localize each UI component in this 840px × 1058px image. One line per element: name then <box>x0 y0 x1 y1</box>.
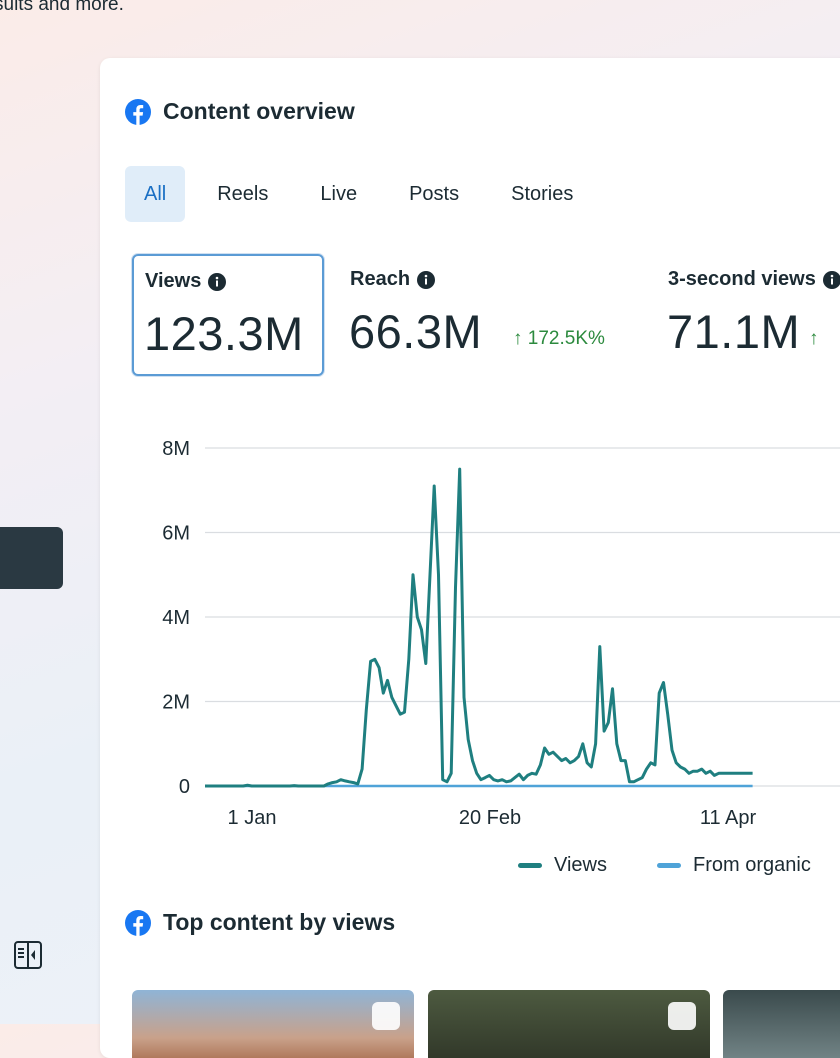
metric-label: Reach <box>350 268 411 290</box>
metric-label: 3-second views <box>668 268 816 290</box>
legend-swatch <box>518 863 542 868</box>
metric-3-second-views[interactable]: 3-second views 71.1M ↑ <box>654 254 840 372</box>
legend-item-views[interactable]: Views <box>518 854 607 877</box>
x-tick-label: 1 Jan <box>228 807 277 829</box>
metric-reach[interactable]: Reach 66.3M ↑ 172.5K% <box>336 254 646 372</box>
top-content-thumbnail[interactable] <box>428 990 710 1058</box>
metric-value: 123.3M <box>144 307 304 360</box>
series-line-views[interactable] <box>205 467 753 788</box>
metric-value: 66.3M <box>349 305 483 358</box>
facebook-icon <box>125 98 151 125</box>
reel-icon <box>372 1002 400 1030</box>
legend-label: Views <box>554 854 607 876</box>
metric-label: Views <box>145 270 202 292</box>
x-tick-label: 20 Feb <box>459 807 521 829</box>
y-tick-label: 0 <box>179 776 190 798</box>
top-content-title: Top content by views <box>163 909 396 935</box>
y-tick-label: 6M <box>162 523 190 545</box>
tab-posts[interactable]: Posts <box>409 182 460 205</box>
top-content-thumbnail[interactable] <box>723 990 840 1058</box>
chart-legend: Views From organic <box>518 854 811 877</box>
tab-reels[interactable]: Reels <box>217 182 269 205</box>
content-overview-header: Content overview <box>125 98 355 125</box>
metric-change: ↑ <box>809 328 819 349</box>
info-icon[interactable] <box>416 270 436 290</box>
y-tick-label: 4M <box>162 607 190 629</box>
legend-swatch <box>657 863 681 868</box>
tab-stories[interactable]: Stories <box>511 182 574 205</box>
content-overview-title: Content overview <box>163 98 355 124</box>
x-tick-label: 11 Apr <box>700 807 757 829</box>
content-type-tabs: All Reels Live Posts Stories <box>125 166 605 222</box>
facebook-icon <box>125 909 151 936</box>
content-overview-card: Content overview All Reels Live Posts St… <box>100 58 840 1058</box>
legend-label: From organic <box>693 854 811 876</box>
views-line-chart: 8M 6M 4M 2M 0 1 Jan 20 Feb 11 Apr <box>162 438 840 829</box>
top-content-thumbnail[interactable] <box>132 990 414 1058</box>
reel-icon <box>668 1002 696 1030</box>
info-icon[interactable] <box>822 270 840 290</box>
metric-views[interactable]: Views 123.3M <box>132 254 324 376</box>
tab-all[interactable]: All <box>125 166 186 222</box>
legend-item-organic[interactable]: From organic <box>657 854 811 877</box>
page-subtitle: sults and more. <box>0 0 124 15</box>
top-content-header: Top content by views <box>125 909 395 936</box>
metric-change: ↑ 172.5K% <box>513 328 605 349</box>
info-icon[interactable] <box>207 272 227 292</box>
y-tick-label: 2M <box>162 692 190 714</box>
sidebar-selected-item[interactable] <box>0 527 63 589</box>
sidebar-collapse-icon[interactable] <box>12 939 44 971</box>
tab-live[interactable]: Live <box>320 182 358 205</box>
y-tick-label: 8M <box>162 438 190 460</box>
metric-value: 71.1M <box>667 305 801 358</box>
